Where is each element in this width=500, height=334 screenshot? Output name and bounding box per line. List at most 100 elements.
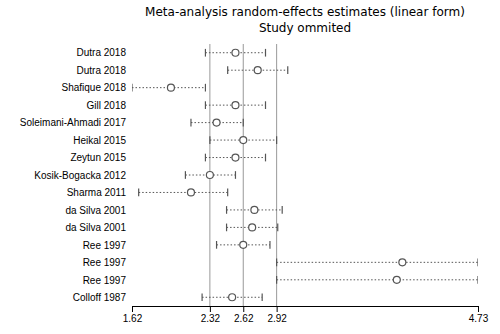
reference-line xyxy=(276,44,277,306)
ci-cap-high xyxy=(235,171,236,179)
ci-cap-low xyxy=(201,293,202,301)
y-tick: Shafique 2018 xyxy=(61,82,126,93)
y-tick-label: Shafique 2018 xyxy=(61,82,126,93)
x-axis-line xyxy=(133,306,479,307)
ci-cap-low xyxy=(227,66,228,74)
ci-cap-high xyxy=(269,241,270,249)
y-tick: Zeytun 2015 xyxy=(70,152,126,163)
ci-cap-low xyxy=(132,84,133,92)
y-tick: Ree 1997 xyxy=(83,240,127,251)
y-tick-label: da Silva 2001 xyxy=(65,205,126,216)
ci-cap-high xyxy=(265,101,266,109)
x-tick-mark xyxy=(132,306,133,312)
ci-cap-high xyxy=(477,258,478,266)
y-tick-label: Soleimani-Ahmadi 2017 xyxy=(20,117,127,128)
x-axis: 1.62 2.32 2.62 2.92 4.73 xyxy=(123,306,489,324)
ci-cap-high xyxy=(276,136,277,144)
ci-cap-high xyxy=(243,119,244,127)
effect-size xyxy=(240,241,247,248)
chart: 1.622.322.622.924.73Dutra 2018Dutra 2018… xyxy=(0,0,500,334)
x-tick-label: 4.73 xyxy=(469,313,489,324)
y-tick-label: Dutra 2018 xyxy=(77,65,127,76)
ci-cap-low xyxy=(226,224,227,232)
x-tick: 2.92 xyxy=(267,306,287,324)
ci-cap-high xyxy=(265,154,266,162)
x-tick: 2.62 xyxy=(234,306,254,324)
ci-cap-high xyxy=(205,84,206,92)
x-tick-mark xyxy=(478,306,479,312)
ci-cap-low xyxy=(226,206,227,214)
y-tick-label: Heikal 2015 xyxy=(73,135,126,146)
y-tick-label: Kosik-Bogacka 2012 xyxy=(34,170,126,181)
effect-size xyxy=(232,154,239,161)
ci-cap-low xyxy=(209,136,210,144)
plot: 1.622.322.622.924.73Dutra 2018Dutra 2018… xyxy=(20,44,489,324)
effect-size xyxy=(229,294,236,301)
ci-cap-low xyxy=(138,189,139,197)
ci-cap-high xyxy=(287,66,288,74)
ci-cap-high xyxy=(227,189,228,197)
y-tick-label: Gill 2018 xyxy=(87,100,127,111)
y-tick: Dutra 2018 xyxy=(77,47,127,58)
x-tick-label: 2.32 xyxy=(201,313,221,324)
effect-size xyxy=(240,137,247,144)
y-tick: Colloff 1987 xyxy=(73,292,127,303)
ci-cap-high xyxy=(282,206,283,214)
y-tick-label: Sharma 2011 xyxy=(67,187,127,198)
effect-size xyxy=(399,259,406,266)
y-tick: da Silva 2001 xyxy=(65,205,126,216)
ci-cap-low xyxy=(276,258,277,266)
ci-line xyxy=(139,192,228,193)
x-tick: 1.62 xyxy=(123,306,143,324)
subtitle: Study ommited xyxy=(259,21,351,35)
marks xyxy=(132,44,478,306)
ci-cap-high xyxy=(477,276,478,284)
x-tick-label: 1.62 xyxy=(123,313,143,324)
y-tick-label: Ree 1997 xyxy=(83,257,127,268)
effect-size xyxy=(251,206,258,213)
y-tick-label: Ree 1997 xyxy=(83,240,127,251)
y-tick: Dutra 2018 xyxy=(77,65,127,76)
ci-cap-high xyxy=(265,49,266,57)
y-axis: Dutra 2018 Dutra 2018 Shafique 2018 Gill 20… xyxy=(20,47,127,303)
reference-line xyxy=(243,44,244,306)
effect-size xyxy=(187,189,194,196)
ci-cap-low xyxy=(205,49,206,57)
x-tick-mark xyxy=(243,306,244,312)
effect-size xyxy=(167,84,174,91)
x-tick-mark xyxy=(210,306,211,312)
x-tick-label: 2.92 xyxy=(267,313,287,324)
effect-size xyxy=(249,224,256,231)
ci-cap-low xyxy=(190,119,191,127)
ci-line xyxy=(277,279,478,280)
effect-size xyxy=(254,67,261,74)
y-tick: Heikal 2015 xyxy=(73,135,126,146)
y-tick: Ree 1997 xyxy=(83,257,127,268)
x-tick: 2.32 xyxy=(201,306,221,324)
ci-cap-high xyxy=(262,293,263,301)
ci-line xyxy=(277,262,478,263)
ci-cap-low xyxy=(276,276,277,284)
y-tick: Gill 2018 xyxy=(87,100,127,111)
effect-size xyxy=(393,276,400,283)
y-tick: da Silva 2001 xyxy=(65,222,126,233)
title: Meta-analysis random-effects estimates (… xyxy=(145,5,465,19)
ci-cap-low xyxy=(205,101,206,109)
x-tick-mark xyxy=(277,306,278,312)
ci-cap-high xyxy=(277,224,278,232)
y-tick-label: da Silva 2001 xyxy=(65,222,126,233)
y-tick-label: Colloff 1987 xyxy=(73,292,127,303)
ci-cap-low xyxy=(205,154,206,162)
x-tick: 4.73 xyxy=(469,306,489,324)
effect-size xyxy=(213,119,220,126)
y-tick-label: Dutra 2018 xyxy=(77,47,127,58)
x-tick-label: 2.62 xyxy=(234,313,254,324)
y-tick-label: Zeytun 2015 xyxy=(70,152,126,163)
y-tick: Kosik-Bogacka 2012 xyxy=(34,170,126,181)
effect-size xyxy=(232,49,239,56)
y-tick: Ree 1997 xyxy=(83,275,127,286)
ci-cap-low xyxy=(216,241,217,249)
effect-size xyxy=(206,172,213,179)
y-tick: Sharma 2011 xyxy=(67,187,127,198)
ci-cap-low xyxy=(185,171,186,179)
